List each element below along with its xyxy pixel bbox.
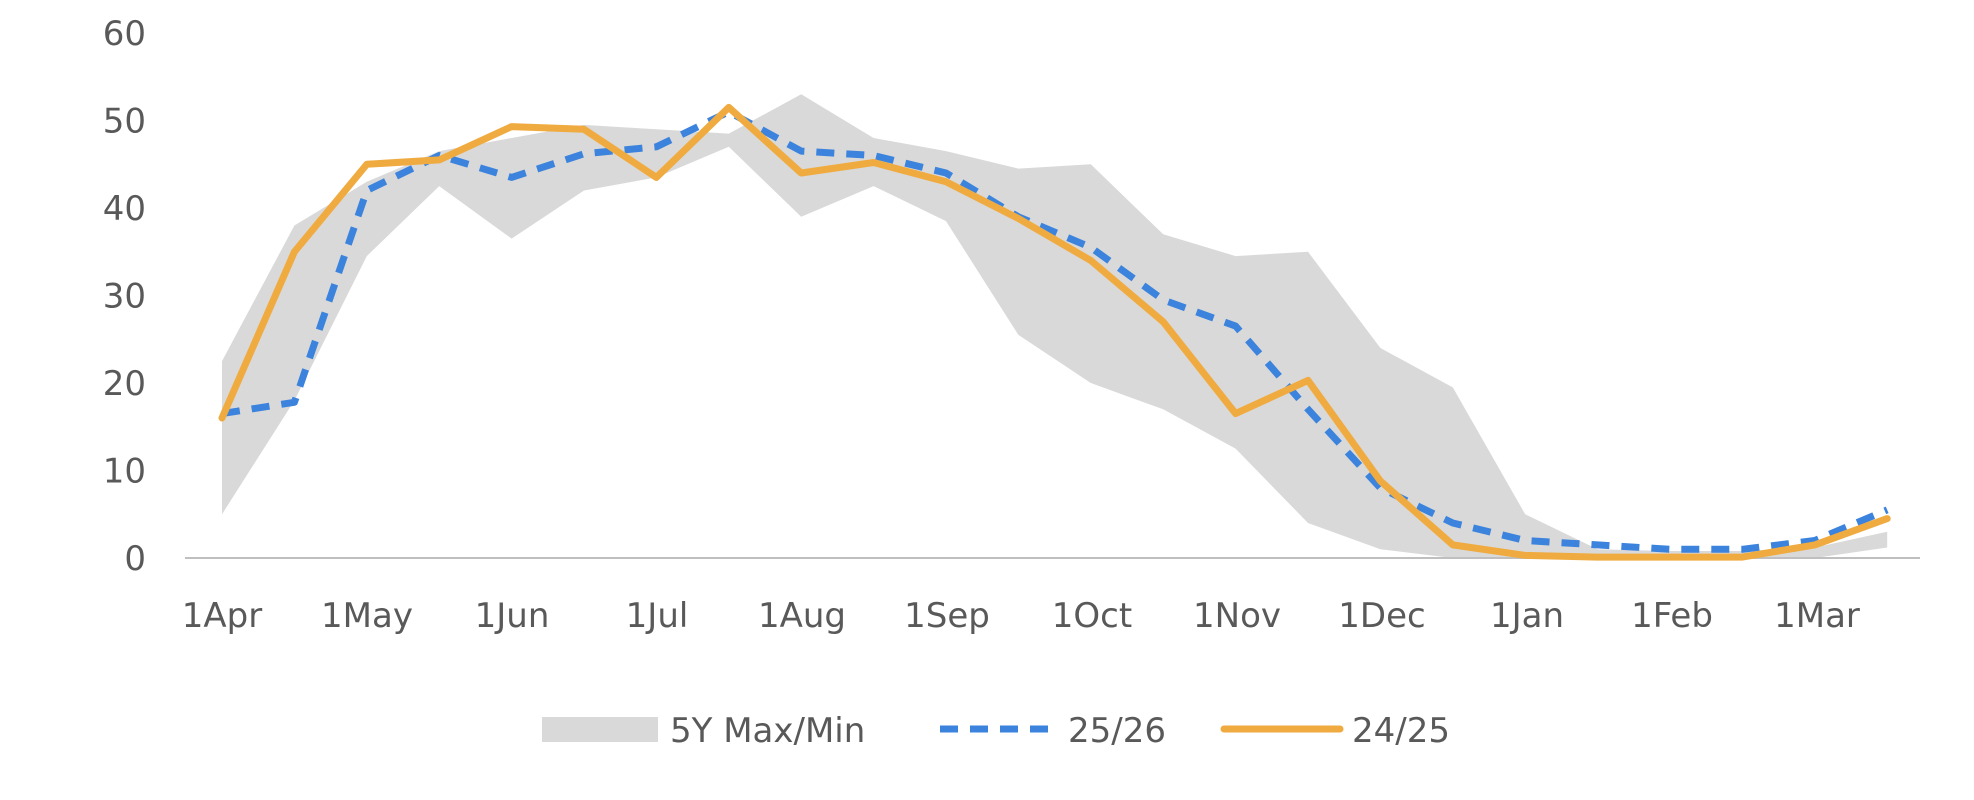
- y-tick-label: 20: [103, 364, 146, 404]
- y-tick-label: 10: [103, 452, 146, 492]
- x-tick-label: 1May: [321, 596, 413, 636]
- x-tick-label: 1Mar: [1774, 596, 1860, 636]
- x-tick-label: 1Jul: [626, 596, 689, 636]
- band-5y-max-min: [222, 94, 1888, 559]
- y-tick-label: 30: [103, 277, 146, 317]
- x-tick-label: 1Dec: [1338, 596, 1425, 636]
- x-tick-label: 1Jan: [1490, 596, 1564, 636]
- x-tick-label: 1Feb: [1631, 596, 1713, 636]
- legend-swatch-band: [542, 717, 658, 742]
- series-line-24-25: [218, 103, 1891, 561]
- x-tick-label: 1Apr: [182, 596, 262, 636]
- legend-label-band: 5Y Max/Min: [670, 711, 865, 751]
- x-tick-label: 1Oct: [1052, 596, 1132, 636]
- y-tick-label: 60: [103, 14, 146, 54]
- x-tick-label: 1Sep: [904, 596, 990, 636]
- legend-label-series-1: 25/26: [1068, 711, 1166, 751]
- y-tick-label: 0: [124, 539, 146, 579]
- y-tick-label: 50: [103, 102, 146, 142]
- series-line-25-26: [221, 108, 1889, 553]
- x-tick-label: 1Aug: [758, 596, 846, 636]
- legend-label-series-2: 24/25: [1352, 711, 1450, 751]
- y-tick-label: 40: [103, 189, 146, 229]
- legend: 5Y Max/Min 25/26 24/25: [542, 711, 1450, 751]
- band-layer: [222, 94, 1888, 559]
- x-tick-label: 1Nov: [1193, 596, 1281, 636]
- axis-layer: 0 10 20 30 40 50 60 1Apr 1May 1Jun 1Jul 1Aug 1Sep 1Oc…: [103, 14, 1920, 636]
- series-layer: [218, 103, 1891, 561]
- x-tick-label: 1Jun: [475, 596, 550, 636]
